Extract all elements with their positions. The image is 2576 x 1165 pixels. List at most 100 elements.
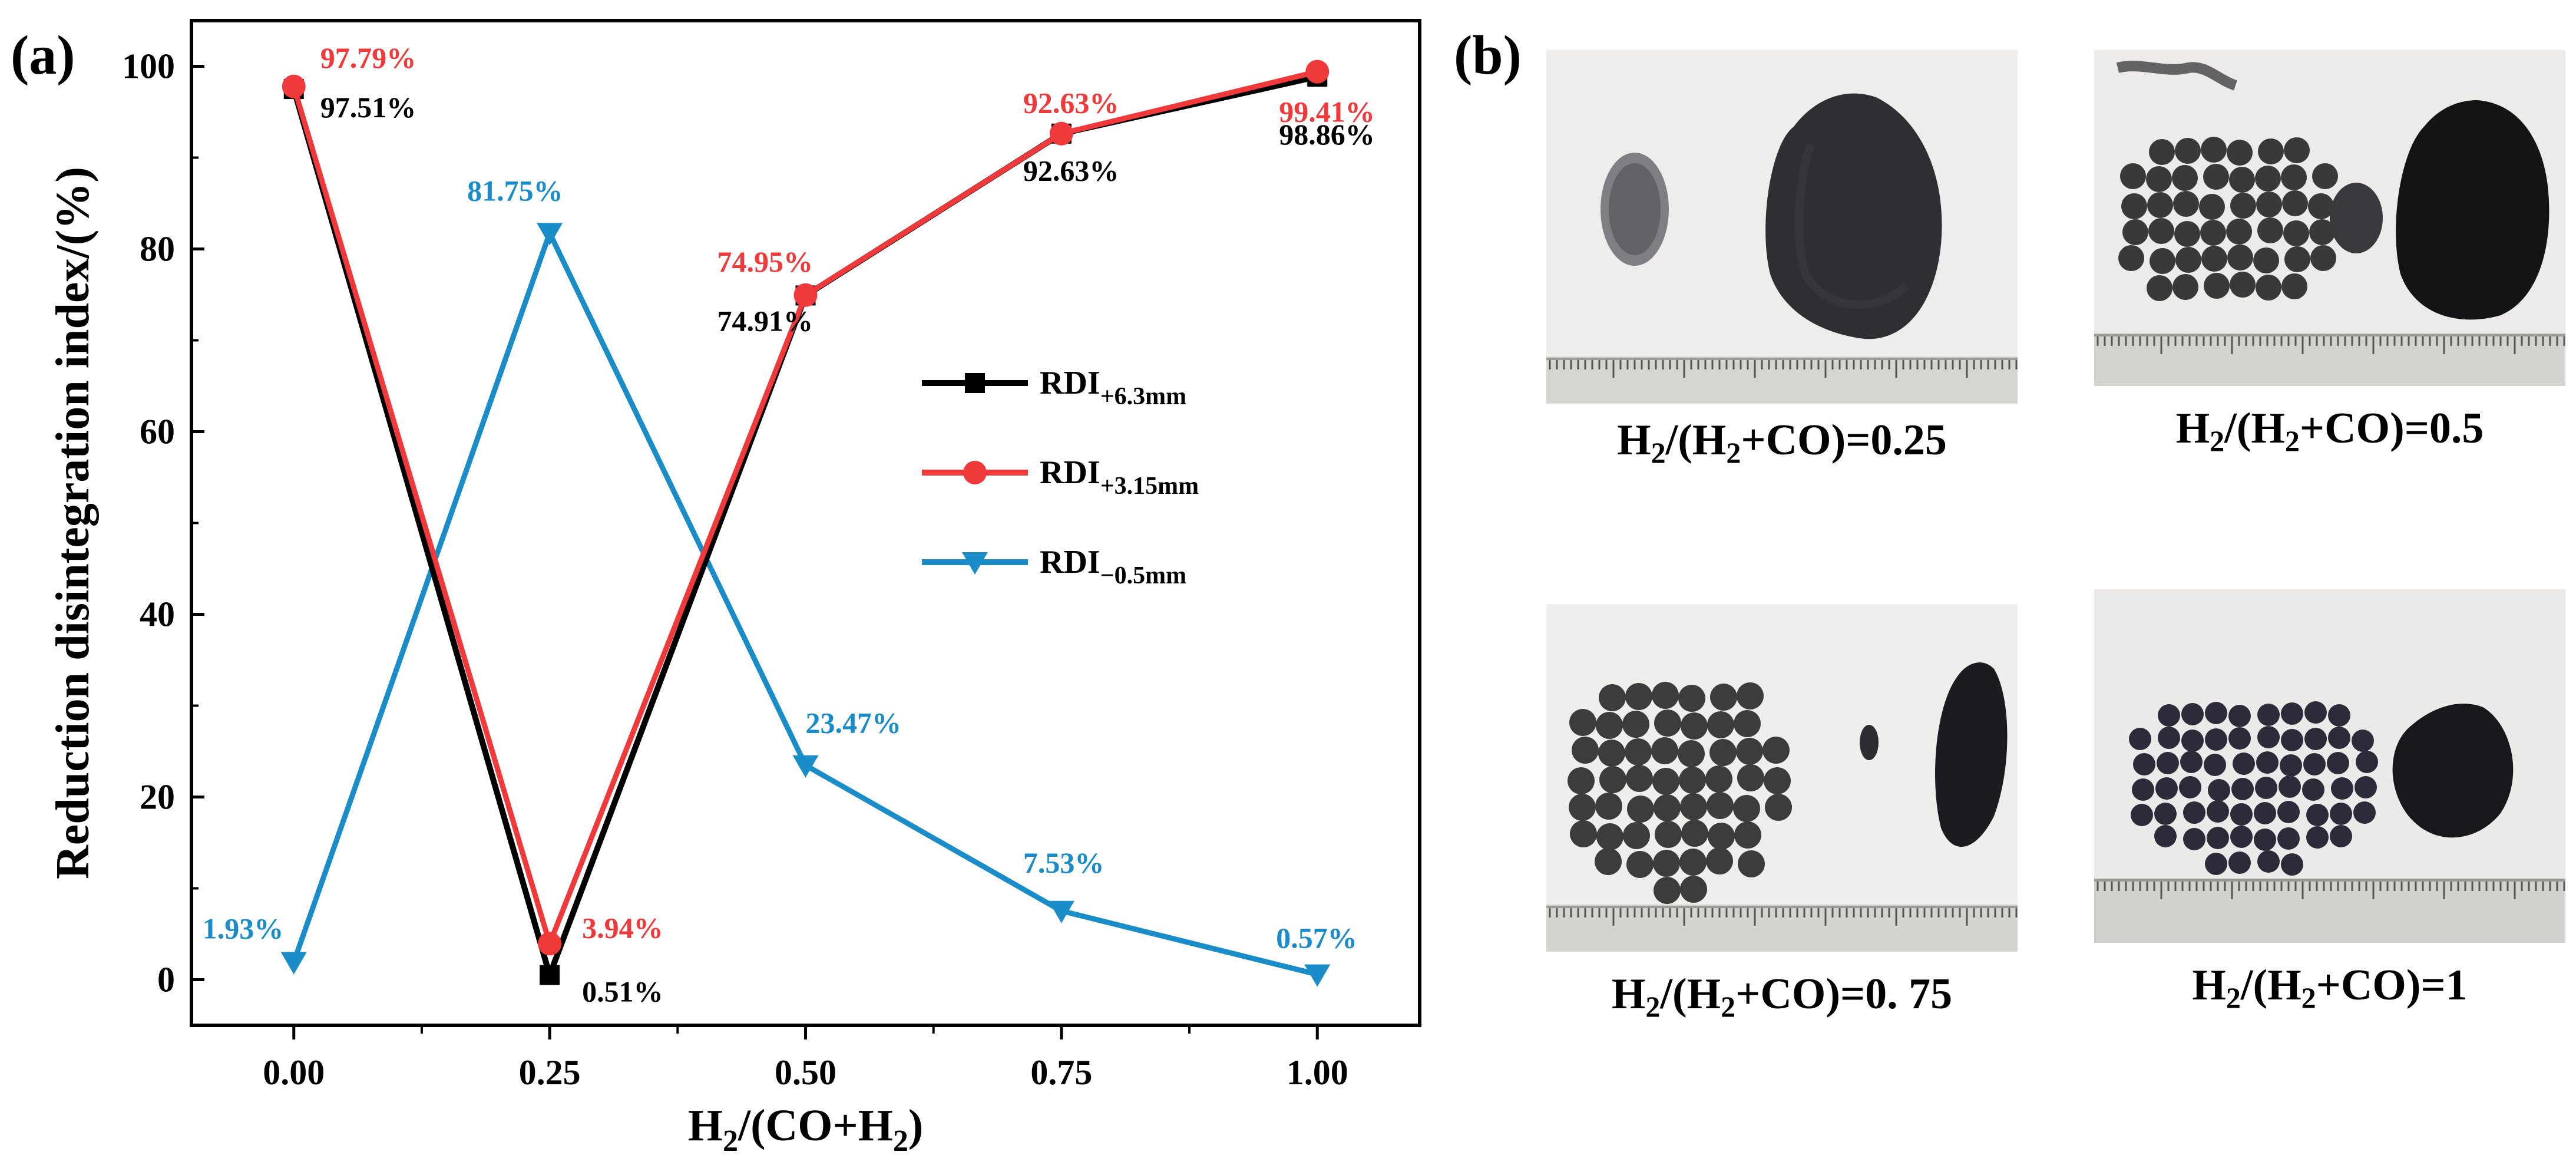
pellet (2229, 167, 2255, 193)
pellet (2233, 753, 2255, 775)
pellet (2253, 247, 2279, 273)
data-point-RDI+6.3mm (540, 965, 560, 985)
pellets-group-4 (2129, 701, 2378, 876)
pellet (2302, 778, 2324, 801)
pellet (2356, 751, 2378, 773)
pellet (2230, 272, 2256, 298)
pellet (2204, 754, 2226, 776)
x-axis-label: H2/(CO+H2) (688, 1101, 923, 1158)
pellet (1679, 849, 1707, 876)
y-tick-label: 0 (157, 961, 175, 999)
pellet (1680, 793, 1707, 820)
y-tick-label: 60 (140, 412, 175, 451)
pellet (1627, 796, 1654, 823)
pellet (2203, 164, 2229, 190)
pellet (2328, 727, 2350, 749)
pellet (2173, 191, 2199, 217)
data-label-RDI+6.3mm: 74.91% (717, 304, 814, 337)
pellet (1765, 794, 1792, 821)
panel-b-label: (b) (1454, 25, 1522, 86)
pellet (2201, 246, 2227, 272)
pellet (2282, 190, 2308, 216)
sample-photo-0-5 (2094, 50, 2565, 386)
pellet (1596, 823, 1623, 850)
pellet (2199, 194, 2225, 220)
pellet (2331, 777, 2353, 800)
pellet (2312, 163, 2338, 189)
pellets-group-2 (2118, 137, 2338, 301)
pellet (1733, 795, 1760, 822)
pellet (2208, 779, 2230, 801)
rdi-line-chart: 0 20 40 60 80 100 0.00 0.25 0.50 0.75 1.00 Reductio… (47, 19, 1421, 1158)
data-label-RDI-0.5mm: 7.53% (1023, 846, 1105, 879)
y-tick-label: 80 (140, 230, 175, 269)
pellet (2158, 704, 2180, 727)
pellet (2231, 778, 2254, 800)
legend-label-RDI+3.15mm: RDI+3.15mm (1040, 454, 1199, 500)
pellet (2172, 274, 2198, 300)
pellet (2310, 245, 2336, 271)
pellet (2157, 752, 2179, 774)
data-label-RDI+3.15mm: 92.63% (1023, 87, 1119, 120)
pellet (2255, 166, 2281, 192)
y-tick-label: 100 (122, 47, 175, 86)
pellet (2281, 164, 2307, 190)
pellet (1652, 682, 1679, 709)
pellets-group-3 (1568, 682, 1792, 904)
pellet (1626, 851, 1654, 878)
pellet (2131, 804, 2153, 826)
legend-label-RDI-0.5mm: RDI−0.5mm (1040, 544, 1186, 589)
pellet (2129, 728, 2151, 750)
pellet (1625, 738, 1652, 765)
pellet (1681, 820, 1708, 847)
pellet (1654, 877, 1681, 904)
pellet (1734, 710, 1761, 737)
ruler-ticks-1 (1549, 360, 2018, 378)
pellet (2228, 852, 2251, 874)
data-point-RDI-0.5mm (1304, 964, 1331, 987)
pellet (1709, 739, 1737, 766)
pellet (2154, 825, 2177, 847)
pellet (1654, 709, 1681, 737)
data-point-RDI-0.5mm (537, 223, 563, 246)
pellet (2254, 802, 2276, 824)
data-label-RDI-0.5mm: 23.47% (806, 707, 902, 740)
pellet (1705, 765, 1732, 793)
x-tick-label: 0.00 (263, 1053, 325, 1092)
pellet (2181, 703, 2204, 725)
x-tick-label: 0.50 (775, 1053, 836, 1092)
photo-caption-0-5: H2/(H2+CO)=0.5 (2175, 404, 2484, 457)
pellet (2353, 801, 2376, 824)
pellet (2304, 728, 2327, 750)
pellet (2118, 245, 2144, 271)
data-label-RDI+6.3mm: 98.86% (1279, 118, 1375, 151)
data-point-RDI+3.15mm (538, 932, 562, 956)
pellet (2309, 219, 2335, 245)
pellet (1598, 740, 1625, 767)
pellet (1764, 767, 1791, 794)
pellet (2180, 751, 2203, 773)
pellet (1707, 792, 1734, 819)
pellet (1738, 850, 1765, 877)
pellet (2281, 702, 2303, 725)
pellet (2149, 139, 2175, 165)
y-tick-label: 40 (140, 595, 175, 634)
pellet (1599, 684, 1626, 711)
pellet (1595, 848, 1622, 875)
legend-marker-RDI-0.5mm (962, 552, 988, 575)
pellet (1595, 793, 1622, 820)
pellet (2255, 777, 2277, 799)
data-label-RDI+6.3mm: 97.51% (320, 91, 416, 124)
x-tick-label: 0.75 (1030, 1053, 1092, 1092)
pellet (2304, 701, 2327, 724)
pellet (2154, 803, 2177, 825)
panel-a-label: (a) (11, 25, 75, 86)
pellet (2330, 825, 2352, 847)
pellet (1706, 847, 1733, 874)
pellet (2201, 137, 2227, 163)
pellet (1568, 767, 1595, 794)
y-axis-label: Reduction disintegration index/(%) (47, 167, 99, 879)
pellet (2205, 853, 2227, 875)
pellet (1651, 737, 1678, 764)
data-label-RDI-0.5mm: 1.93% (203, 912, 284, 945)
